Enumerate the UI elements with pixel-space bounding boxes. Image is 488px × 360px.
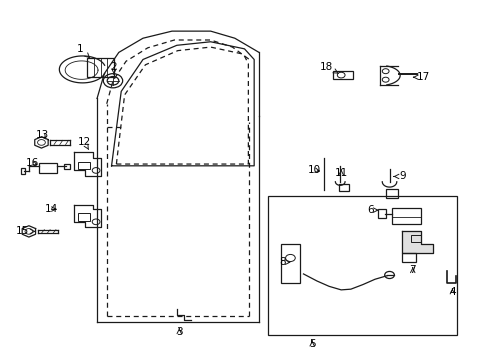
Text: 8: 8 <box>278 257 289 267</box>
Text: 5: 5 <box>308 339 315 349</box>
Bar <box>410 235 420 242</box>
Text: 2: 2 <box>110 62 117 75</box>
Bar <box>64 164 70 169</box>
Text: 16: 16 <box>26 158 40 168</box>
Text: 10: 10 <box>307 165 321 175</box>
Text: 11: 11 <box>334 168 347 178</box>
Bar <box>338 184 349 192</box>
Text: 12: 12 <box>77 137 90 149</box>
Bar <box>20 168 25 174</box>
Bar <box>281 244 299 283</box>
Bar <box>332 71 352 79</box>
Text: 7: 7 <box>408 265 415 275</box>
Bar <box>78 213 90 221</box>
Text: 3: 3 <box>176 327 182 337</box>
Bar <box>78 162 90 169</box>
Bar <box>385 189 397 198</box>
Text: 14: 14 <box>44 204 58 214</box>
Text: 4: 4 <box>448 287 455 297</box>
Bar <box>391 208 420 224</box>
Text: 13: 13 <box>36 130 49 140</box>
Text: 18: 18 <box>320 62 338 73</box>
Polygon shape <box>401 231 432 253</box>
Bar <box>401 253 415 261</box>
Bar <box>87 58 114 77</box>
Text: 1: 1 <box>77 44 89 58</box>
Text: 15: 15 <box>16 226 35 237</box>
Text: 17: 17 <box>413 72 429 82</box>
Bar <box>378 210 385 218</box>
Text: 9: 9 <box>393 171 406 181</box>
Bar <box>267 196 456 335</box>
Text: 6: 6 <box>366 205 377 215</box>
Bar <box>39 163 57 173</box>
